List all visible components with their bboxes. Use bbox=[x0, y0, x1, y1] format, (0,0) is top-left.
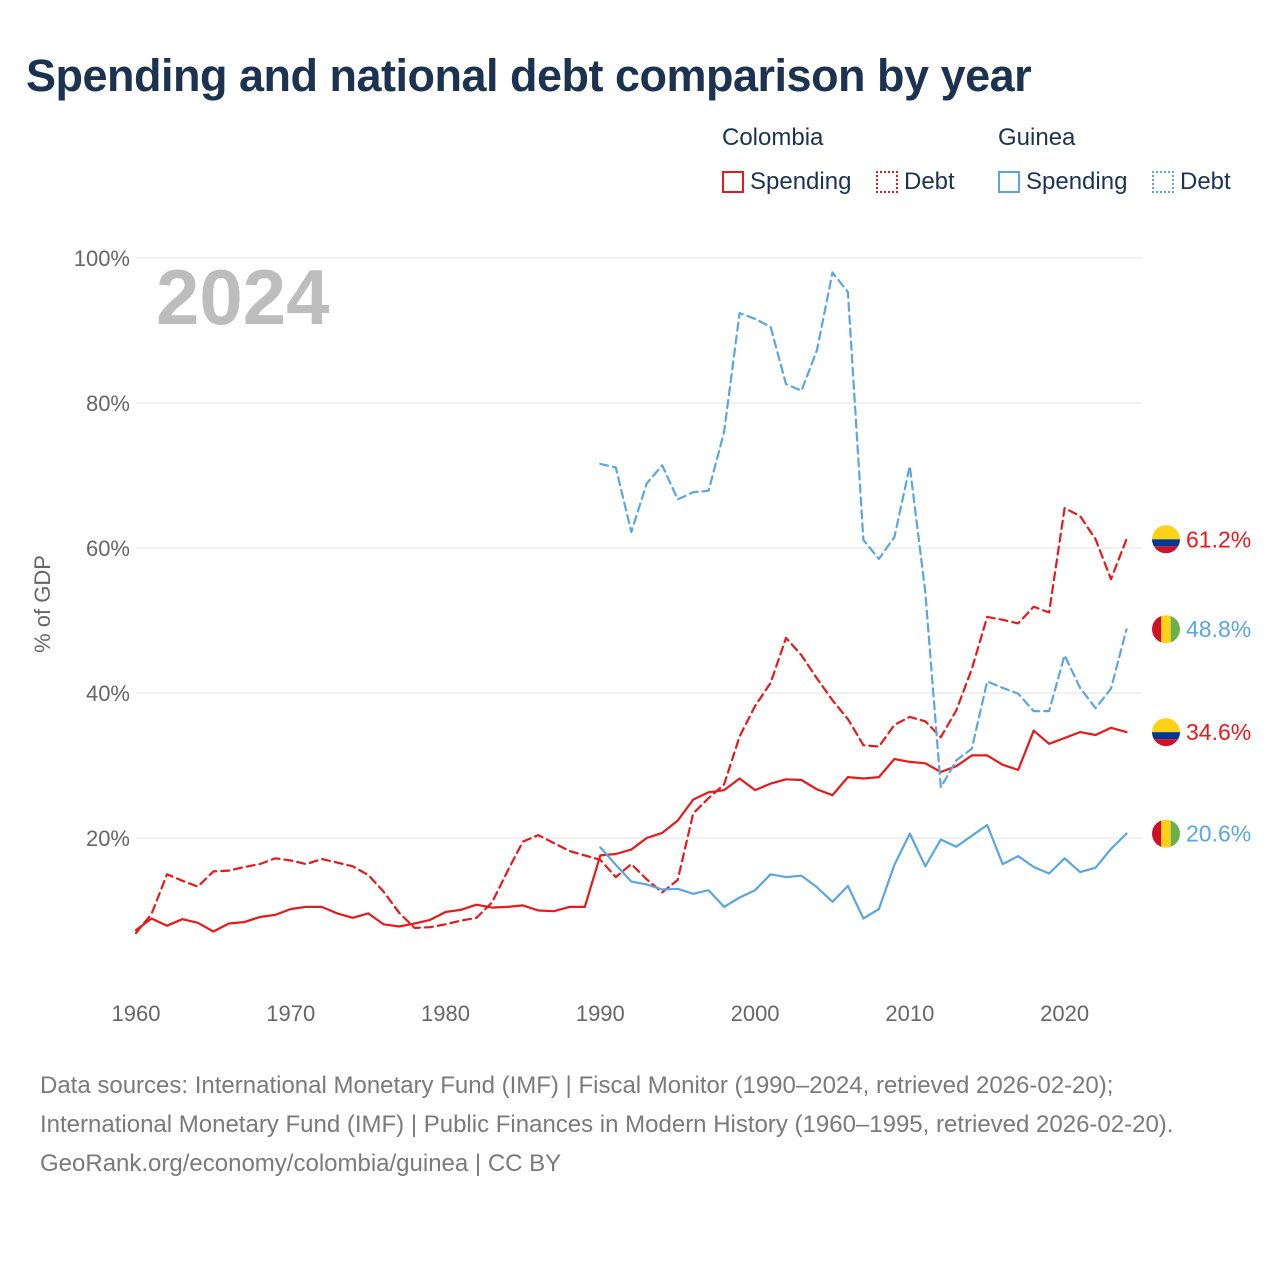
chart-title: Spending and national debt comparison by… bbox=[26, 50, 1032, 101]
flag-icon-colombia bbox=[1152, 718, 1180, 747]
legend-group-guinea: Guinea Spending Debt bbox=[998, 124, 1231, 195]
legend-group-colombia: Colombia Spending Debt bbox=[722, 124, 955, 195]
end-label-colombia-debt: 61.2% bbox=[1186, 526, 1251, 552]
y-tick-label: 100% bbox=[74, 246, 130, 271]
end-labels: 34.6% 61.2% 20.6% 48.8% bbox=[1152, 525, 1251, 848]
series-lines bbox=[134, 271, 1128, 935]
data-sources: Data sources: International Monetary Fun… bbox=[40, 1072, 1174, 1138]
end-label-guinea-debt: 48.8% bbox=[1186, 616, 1251, 642]
x-tick-label: 2020 bbox=[1040, 1001, 1089, 1026]
flag-icon-guinea bbox=[1152, 819, 1180, 848]
legend-label: Spending bbox=[750, 168, 852, 195]
x-axis-ticks: 1960 1970 1980 1990 2000 2010 2020 bbox=[112, 1001, 1090, 1026]
legend-item-colombia-spending[interactable]: Spending bbox=[722, 168, 851, 196]
legend-swatch bbox=[722, 171, 744, 193]
legend-item-guinea-spending[interactable]: Spending bbox=[998, 168, 1127, 196]
legend-group-name: Colombia bbox=[722, 124, 824, 151]
x-tick-label: 1970 bbox=[266, 1001, 315, 1026]
series-line-guinea-debt[interactable] bbox=[599, 271, 1128, 789]
y-tick-label: 80% bbox=[86, 391, 130, 416]
series-line-guinea-spending[interactable] bbox=[599, 823, 1128, 920]
legend-item-guinea-debt[interactable]: Debt bbox=[1152, 168, 1231, 196]
x-tick-label: 2000 bbox=[731, 1001, 780, 1026]
x-tick-label: 2010 bbox=[885, 1001, 934, 1026]
legend-swatch bbox=[876, 171, 898, 193]
flag-icon-colombia bbox=[1152, 525, 1180, 554]
end-label-colombia-spending: 34.6% bbox=[1186, 719, 1251, 745]
footer: Data sources: International Monetary Fun… bbox=[40, 1066, 1250, 1183]
legend-swatch bbox=[998, 171, 1020, 193]
flag-icon-guinea bbox=[1152, 615, 1180, 644]
credit-link[interactable]: GeoRank.org/economy/colombia/guinea | CC… bbox=[40, 1150, 562, 1177]
y-axis-label: % of GDP bbox=[30, 555, 55, 653]
y-tick-label: 60% bbox=[86, 536, 130, 561]
x-tick-label: 1960 bbox=[112, 1001, 161, 1026]
legend-label: Debt bbox=[904, 168, 955, 195]
y-tick-label: 40% bbox=[86, 681, 130, 706]
line-chart: 20% 40% 60% 80% 100% 1960 1970 1980 1990 2000 201… bbox=[30, 246, 1251, 1026]
grid-lines bbox=[136, 257, 1142, 839]
y-axis-ticks: 20% 40% 60% 80% 100% bbox=[74, 246, 130, 851]
y-tick-label: 20% bbox=[86, 826, 130, 851]
x-tick-label: 1980 bbox=[421, 1001, 470, 1026]
x-tick-label: 1990 bbox=[576, 1001, 625, 1026]
legend-group-name: Guinea bbox=[998, 124, 1076, 151]
legend-swatch bbox=[1152, 171, 1174, 193]
end-label-guinea-spending: 20.6% bbox=[1186, 821, 1251, 847]
series-line-colombia-debt[interactable] bbox=[134, 507, 1128, 935]
legend-label: Debt bbox=[1180, 168, 1231, 195]
series-line-colombia-spending[interactable] bbox=[134, 726, 1128, 933]
legend-label: Spending bbox=[1026, 168, 1128, 195]
year-watermark: 2024 bbox=[156, 253, 330, 341]
legend-item-colombia-debt[interactable]: Debt bbox=[876, 168, 955, 196]
